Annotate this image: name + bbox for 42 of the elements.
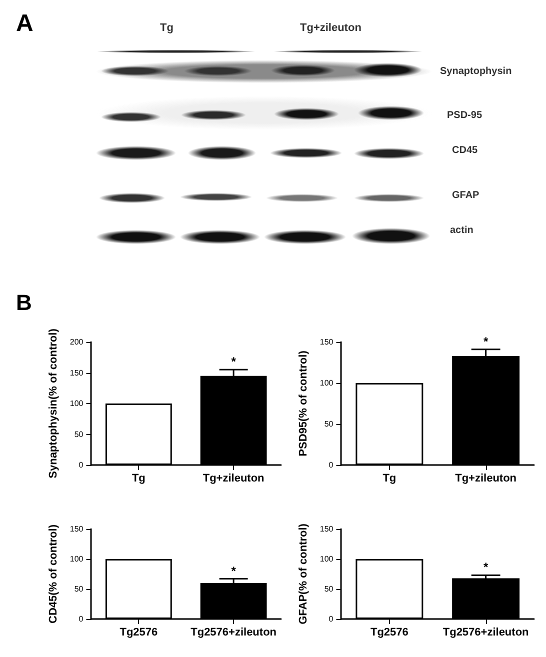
y-tick-label: 0 <box>328 614 334 624</box>
annotation: * <box>231 564 236 578</box>
text: A <box>16 10 34 38</box>
y-tick-label: 200 <box>70 338 84 346</box>
y-tick-label: 150 <box>70 524 84 534</box>
x-tick-label: Tg+zileuton <box>202 472 265 484</box>
y-tick-label: 50 <box>324 584 334 594</box>
y-tick-label: 50 <box>74 430 84 439</box>
text: B <box>16 290 32 316</box>
text: PSD-95 <box>447 110 482 121</box>
y-tick-label: 100 <box>320 554 334 564</box>
y-tick-label: 100 <box>70 399 84 408</box>
x-tick-label: Tg2576+zileuton <box>442 626 530 638</box>
annotation: * <box>231 354 236 369</box>
y-axis-title: CD45(% of control) <box>48 524 60 624</box>
text: GFAP <box>452 190 480 201</box>
x-tick-label: Tg <box>132 472 146 484</box>
y-axis-title: Synaptophysin(% of control) <box>48 328 60 478</box>
y-tick-label: 100 <box>320 378 334 388</box>
y-tick-label: 150 <box>320 338 334 346</box>
y-tick-label: 150 <box>70 368 84 378</box>
y-tick-label: 100 <box>70 554 84 564</box>
y-tick-label: 0 <box>328 460 334 470</box>
text: Synaptophysin <box>440 66 512 77</box>
annotation: * <box>483 334 488 348</box>
x-tick-label: Tg <box>382 472 396 484</box>
x-tick-label: Tg2576 <box>370 626 408 638</box>
annotation: * <box>483 560 488 574</box>
y-tick-label: 0 <box>78 460 84 470</box>
y-axis-title: PSD95(% of control) <box>298 350 310 456</box>
y-tick-label: 50 <box>74 584 84 594</box>
y-tick-label: 50 <box>324 420 334 428</box>
y-tick-label: 0 <box>78 614 84 624</box>
text: Tg+zileuton <box>300 22 362 34</box>
x-tick-label: Tg+zileuton <box>455 472 517 484</box>
text: CD45 <box>452 145 478 156</box>
x-tick-label: Tg2576 <box>120 626 158 638</box>
y-axis-title: GFAP(% of control) <box>298 523 310 624</box>
text: actin <box>450 225 474 236</box>
x-tick-label: Tg2576+zileuton <box>190 626 277 638</box>
text: Tg <box>160 22 174 34</box>
y-tick-label: 150 <box>320 524 334 534</box>
